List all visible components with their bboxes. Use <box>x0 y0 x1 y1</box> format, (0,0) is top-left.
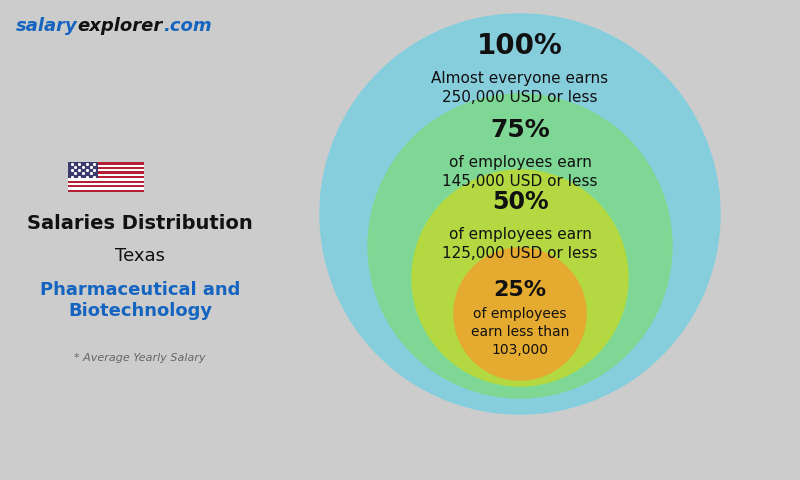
Bar <box>68 167 144 169</box>
Bar <box>68 169 144 171</box>
Bar <box>68 171 144 174</box>
Circle shape <box>368 94 672 398</box>
Bar <box>68 176 144 178</box>
Bar <box>68 174 144 176</box>
Bar <box>68 183 144 185</box>
Text: 100%: 100% <box>477 32 563 60</box>
Bar <box>68 187 144 190</box>
Bar <box>68 180 144 183</box>
Bar <box>68 185 144 187</box>
Bar <box>68 162 144 165</box>
Bar <box>68 162 98 178</box>
Text: explorer: explorer <box>78 17 163 35</box>
Text: Salaries Distribution: Salaries Distribution <box>27 214 253 233</box>
Text: salary: salary <box>16 17 78 35</box>
Text: of employees earn
145,000 USD or less: of employees earn 145,000 USD or less <box>442 155 598 189</box>
Text: 50%: 50% <box>492 190 548 214</box>
Text: Texas: Texas <box>115 247 165 265</box>
Circle shape <box>454 248 586 380</box>
Text: 75%: 75% <box>490 118 550 142</box>
Text: Pharmaceutical and
Biotechnology: Pharmaceutical and Biotechnology <box>40 281 240 320</box>
Bar <box>68 165 144 167</box>
Text: Almost everyone earns
250,000 USD or less: Almost everyone earns 250,000 USD or les… <box>431 71 609 105</box>
Circle shape <box>320 14 720 414</box>
Text: .com: .com <box>163 17 212 35</box>
Text: of employees
earn less than
103,000: of employees earn less than 103,000 <box>471 307 569 357</box>
Bar <box>68 178 144 180</box>
Text: 25%: 25% <box>494 280 546 300</box>
Circle shape <box>412 170 628 386</box>
Text: of employees earn
125,000 USD or less: of employees earn 125,000 USD or less <box>442 227 598 261</box>
Bar <box>68 190 144 192</box>
Text: * Average Yearly Salary: * Average Yearly Salary <box>74 353 206 363</box>
